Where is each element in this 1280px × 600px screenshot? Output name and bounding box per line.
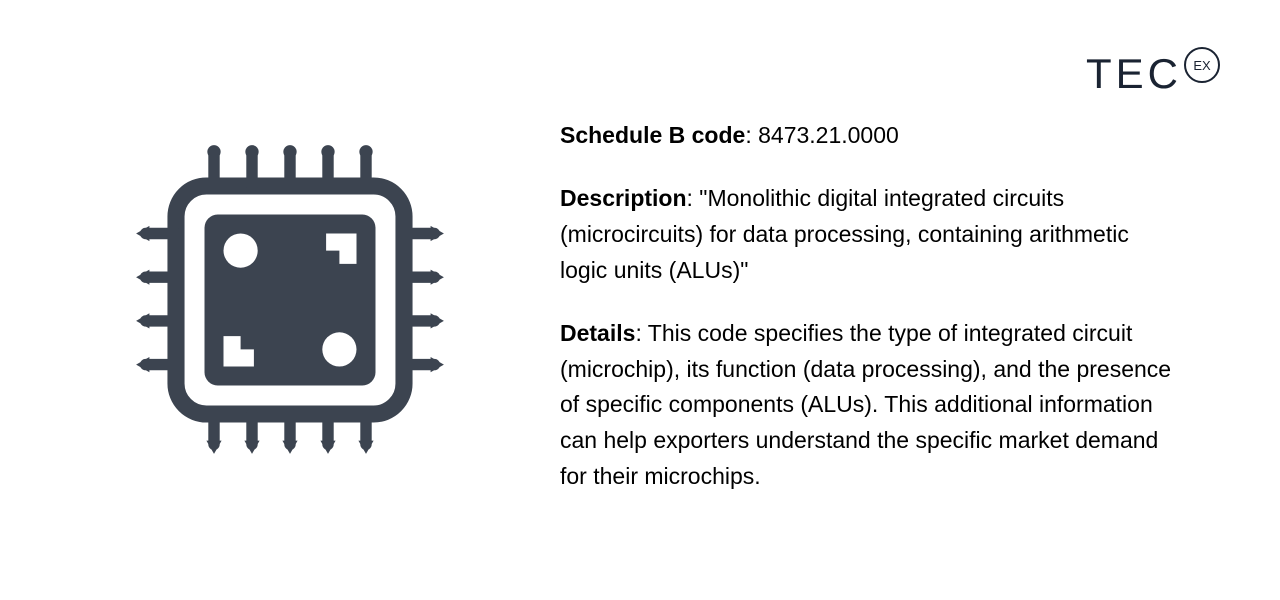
schedule-code-value: : 8473.21.0000 <box>745 122 898 148</box>
schedule-code-line: Schedule B code: 8473.21.0000 <box>560 118 1180 154</box>
description-label: Description <box>560 185 687 211</box>
microchip-icon <box>100 100 480 500</box>
info-text: Schedule B code: 8473.21.0000 Descriptio… <box>560 78 1180 523</box>
details-value: : This code specifies the type of integr… <box>560 320 1171 489</box>
brand-logo: TEC EX <box>1086 50 1220 98</box>
logo-text: TEC <box>1086 50 1182 98</box>
details-line: Details: This code specifies the type of… <box>560 316 1180 494</box>
description-line: Description: "Monolithic digital integra… <box>560 181 1180 288</box>
logo-badge: EX <box>1184 47 1220 83</box>
schedule-code-label: Schedule B code <box>560 122 745 148</box>
details-label: Details <box>560 320 635 346</box>
